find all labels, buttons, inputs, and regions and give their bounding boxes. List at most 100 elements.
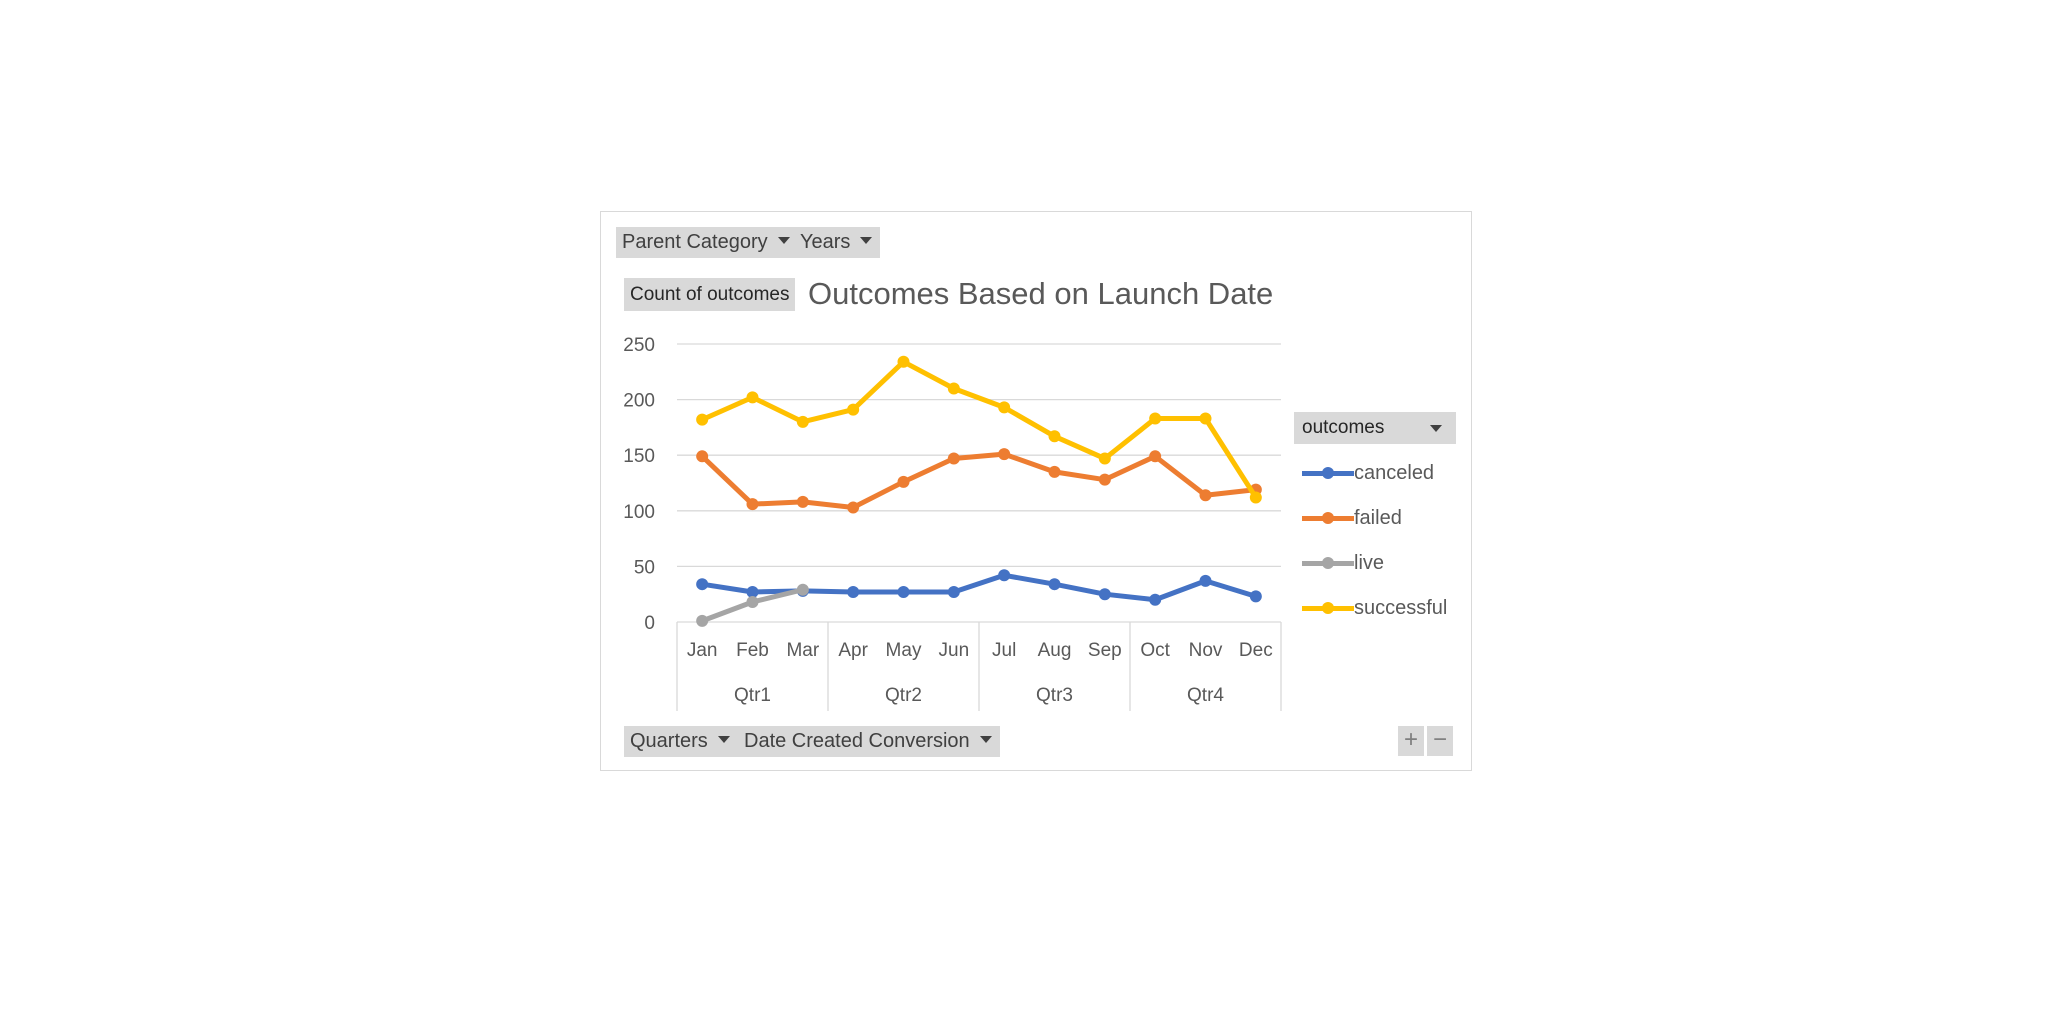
data-point-successful bbox=[1098, 452, 1111, 465]
legend-outcomes-filter-button[interactable]: outcomes bbox=[1294, 412, 1456, 444]
data-point-canceled bbox=[696, 578, 709, 591]
x-tick-label: Feb bbox=[736, 640, 769, 661]
date-created-field-button[interactable]: Date Created Conversion bbox=[738, 726, 1000, 757]
x-tick-label: Jun bbox=[939, 640, 970, 661]
data-point-failed bbox=[696, 450, 709, 463]
x-tick-label: Mar bbox=[786, 640, 819, 661]
data-point-failed bbox=[1048, 465, 1061, 478]
data-point-failed bbox=[847, 501, 860, 514]
data-point-failed bbox=[1098, 473, 1111, 486]
data-point-failed bbox=[1149, 450, 1162, 463]
plus-icon: + bbox=[1403, 726, 1418, 753]
legend-label: successful bbox=[1354, 597, 1448, 619]
x-group-label: Qtr1 bbox=[734, 685, 771, 706]
years-filter-label: Years bbox=[800, 231, 851, 253]
x-tick-label: Jan bbox=[687, 640, 718, 661]
data-point-canceled bbox=[1149, 593, 1162, 606]
data-point-failed bbox=[1199, 489, 1212, 502]
y-tick-label: 150 bbox=[623, 446, 655, 467]
data-point-successful bbox=[998, 401, 1011, 414]
x-tick-label: Dec bbox=[1239, 640, 1273, 661]
data-point-failed bbox=[796, 495, 809, 508]
series-live bbox=[696, 583, 809, 627]
x-tick-label: May bbox=[886, 640, 922, 661]
data-point-successful bbox=[1149, 412, 1162, 425]
dropdown-arrow-icon bbox=[979, 736, 992, 744]
value-field-button[interactable]: Count of outcomes bbox=[624, 278, 796, 311]
chart-title: Outcomes Based on Launch Date bbox=[808, 276, 1274, 311]
y-tick-label: 0 bbox=[644, 613, 655, 634]
x-group-label: Qtr3 bbox=[1036, 685, 1073, 706]
minus-icon: − bbox=[1432, 726, 1447, 753]
legend-item-failed: failed bbox=[1302, 504, 1402, 532]
x-tick-label: Oct bbox=[1140, 640, 1170, 661]
x-group-label: Qtr4 bbox=[1187, 685, 1224, 706]
legend-item-live: live bbox=[1302, 549, 1384, 577]
value-field-label: Count of outcomes bbox=[630, 284, 790, 305]
legend-item-successful: successful bbox=[1302, 594, 1447, 622]
years-filter-button[interactable]: Years bbox=[794, 227, 881, 258]
data-point-failed bbox=[897, 475, 910, 488]
dropdown-arrow-icon bbox=[717, 736, 730, 744]
legend-item-canceled: canceled bbox=[1302, 459, 1434, 487]
x-tick-label: Aug bbox=[1038, 640, 1072, 661]
legend-line-marker-icon bbox=[1302, 459, 1354, 487]
legend-line-marker-icon bbox=[1302, 594, 1354, 622]
x-tick-label: Nov bbox=[1189, 640, 1223, 661]
series-lines bbox=[696, 355, 1262, 627]
dropdown-arrow-icon bbox=[860, 237, 873, 245]
x-tick-label: Jul bbox=[992, 640, 1016, 661]
data-point-canceled bbox=[1048, 578, 1061, 591]
data-point-canceled bbox=[1199, 574, 1212, 587]
data-point-failed bbox=[998, 448, 1011, 461]
data-point-failed bbox=[746, 498, 759, 511]
dropdown-arrow-icon bbox=[777, 237, 790, 245]
legend-label: canceled bbox=[1354, 462, 1435, 484]
series-failed bbox=[696, 448, 1262, 514]
y-tick-label: 250 bbox=[623, 335, 655, 356]
data-point-live bbox=[796, 583, 809, 596]
date-created-field-label: Date Created Conversion bbox=[744, 730, 970, 752]
data-point-canceled bbox=[998, 569, 1011, 582]
data-point-successful bbox=[1249, 491, 1262, 504]
legend-label: failed bbox=[1354, 507, 1402, 529]
series-line-successful bbox=[699, 359, 1259, 500]
parent-category-filter-button[interactable]: Parent Category bbox=[616, 227, 798, 258]
data-point-successful bbox=[897, 355, 910, 368]
data-point-successful bbox=[847, 403, 860, 416]
quarters-field-label: Quarters bbox=[630, 730, 708, 752]
x-axis: Jan Feb Mar Apr May Jun Jul Aug Sep Oct Nov Dec Qtr1… bbox=[676, 621, 1282, 711]
data-point-canceled bbox=[897, 585, 910, 598]
data-point-successful bbox=[1199, 412, 1212, 425]
data-point-successful bbox=[947, 382, 960, 395]
data-point-canceled bbox=[746, 585, 759, 598]
data-point-canceled bbox=[847, 585, 860, 598]
legend-line-marker-icon bbox=[1302, 504, 1354, 532]
legend-label: live bbox=[1354, 552, 1385, 574]
quarters-field-button[interactable]: Quarters bbox=[624, 726, 738, 757]
data-point-successful bbox=[1048, 430, 1061, 443]
line-chart-plot: 0 50 100 150 200 250 Jan Feb Mar Apr May Jun Jul Aug… bbox=[623, 335, 1282, 711]
data-point-failed bbox=[947, 452, 960, 465]
data-point-live bbox=[746, 595, 759, 608]
y-tick-label: 100 bbox=[623, 502, 655, 523]
x-tick-label: Apr bbox=[838, 640, 868, 661]
series-canceled bbox=[696, 569, 1262, 606]
data-point-canceled bbox=[947, 585, 960, 598]
parent-category-filter-label: Parent Category bbox=[622, 231, 768, 253]
data-point-successful bbox=[746, 391, 759, 404]
y-tick-label: 50 bbox=[634, 557, 655, 578]
data-point-successful bbox=[796, 415, 809, 428]
series-successful bbox=[696, 355, 1262, 504]
x-tick-label: Sep bbox=[1088, 640, 1122, 661]
legend-line-marker-icon bbox=[1302, 549, 1354, 577]
legend-header-label: outcomes bbox=[1302, 417, 1385, 438]
collapse-field-button[interactable]: − bbox=[1427, 726, 1453, 756]
data-point-successful bbox=[696, 413, 709, 426]
y-tick-label: 200 bbox=[623, 391, 655, 412]
data-point-live bbox=[696, 614, 709, 627]
dropdown-arrow-icon bbox=[1430, 425, 1442, 432]
data-point-canceled bbox=[1249, 590, 1262, 603]
data-point-canceled bbox=[1098, 588, 1111, 601]
expand-field-button[interactable]: + bbox=[1398, 726, 1424, 756]
